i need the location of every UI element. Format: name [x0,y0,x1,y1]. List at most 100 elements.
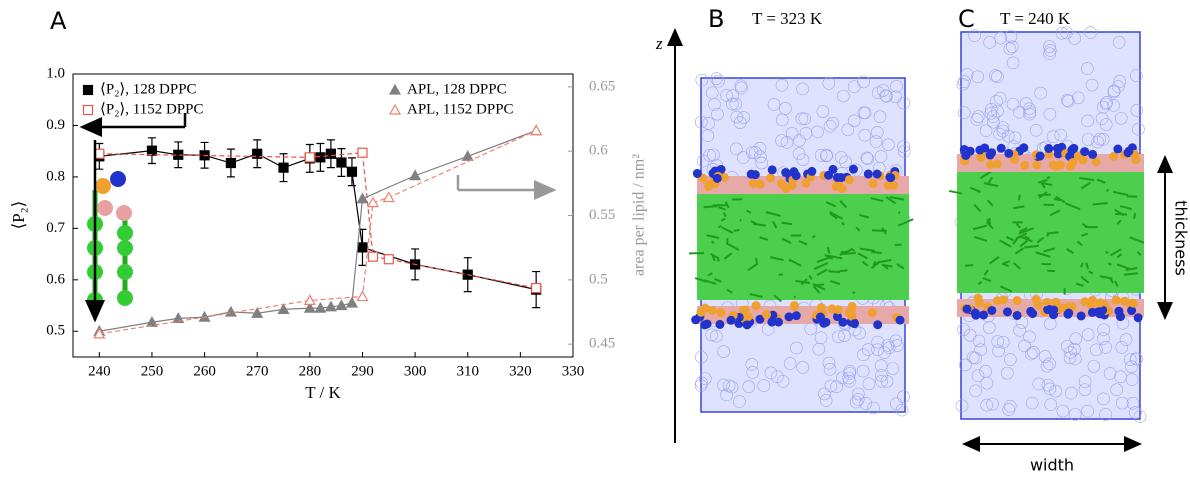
marker [315,152,326,163]
water [1095,112,1109,125]
phosphate [766,173,776,183]
legend-marker [82,104,94,116]
tail [1113,190,1129,196]
phosphate [789,301,799,311]
water [970,113,984,126]
water [730,110,744,124]
x-tick-label: 260 [193,363,216,379]
choline [702,319,712,329]
water [1005,40,1019,54]
tail [733,228,740,233]
tail [1001,262,1010,268]
water [959,358,972,372]
water [993,127,1006,141]
water [1099,408,1112,421]
water [979,365,992,378]
water [775,113,789,127]
x-tick-label: 300 [404,363,427,379]
water [729,142,743,156]
y-axis-label: ⟨P₂⟩ [9,201,28,230]
tail [1105,250,1109,255]
choline [1133,313,1143,323]
water [726,89,739,103]
water [1099,97,1113,111]
water [1132,122,1145,136]
phosphate [973,293,983,303]
y2-tick-label: 0.5 [589,271,608,287]
tail [746,209,752,214]
water [1096,100,1110,114]
water [872,86,885,100]
tail [711,240,715,244]
tail [969,186,981,194]
panel-label: B [708,5,724,33]
choline [1035,151,1045,161]
tail [722,212,727,218]
marker [382,191,395,203]
tail [1120,205,1132,211]
water [1055,26,1069,40]
legend-entry: APL, 128 DPPC [407,81,507,97]
water [1056,404,1070,418]
water [701,129,715,142]
water [823,363,837,376]
water [1081,62,1094,75]
water [897,140,910,153]
tail [781,221,793,226]
water [889,90,903,104]
water [958,75,971,88]
water [1099,340,1112,354]
tail [841,221,845,226]
water [1043,317,1057,331]
thickness-label: thickness [1172,200,1190,276]
tail [1110,248,1122,257]
tail [1017,194,1021,201]
tail [1003,260,1011,265]
water [720,89,733,102]
tail [1079,177,1095,182]
water [733,395,746,408]
water [983,36,997,49]
water [695,376,708,390]
tail [979,170,992,180]
tail [837,269,848,273]
water [839,155,852,169]
choline [767,165,777,175]
tail [1116,219,1122,225]
choline [1002,307,1012,317]
water [722,379,736,393]
water [746,366,759,379]
choline [872,169,882,179]
series-line [99,130,537,335]
water [1111,80,1125,93]
water [843,367,857,380]
tail [707,272,713,277]
tail [711,255,716,262]
marker [304,152,315,163]
tail [703,205,718,209]
y-tick-label: 0.5 [46,323,65,339]
tail [1107,262,1112,266]
water [745,358,759,371]
water [1029,123,1043,137]
water [764,366,778,380]
tail [1035,251,1051,258]
water [963,328,977,342]
water [836,371,849,385]
phosphate [1080,297,1090,307]
tail [1042,182,1053,187]
water [1110,383,1124,396]
tail [1043,247,1056,253]
tail [793,295,797,299]
marker [383,254,394,265]
water [1004,353,1017,366]
water [819,394,833,407]
phosphate [847,311,857,321]
phosphate [777,179,787,189]
phosphate [696,307,706,317]
phosphate [801,178,811,188]
water [890,80,903,93]
water [734,79,748,93]
choline [1080,147,1090,157]
water [703,149,716,162]
